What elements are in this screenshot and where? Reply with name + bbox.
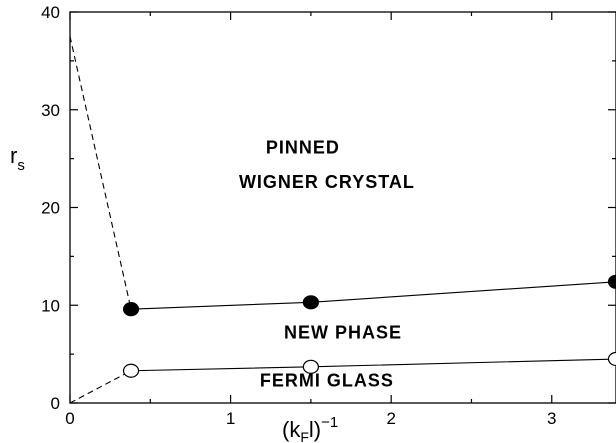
y-tick-label: 10	[41, 296, 60, 315]
y-tick-label: 40	[41, 3, 60, 22]
series-line-1	[131, 358, 616, 372]
filled-data-point	[607, 274, 616, 289]
x-axis-label-sub: F	[300, 429, 309, 443]
open-data-point	[302, 359, 319, 374]
plot-frame	[69, 11, 616, 404]
x-axis-label-sup: −1	[321, 414, 338, 431]
x-axis-label-main: (k	[282, 417, 301, 442]
series-markers	[122, 274, 616, 378]
region-label: NEW PHASE	[284, 322, 402, 342]
filled-data-point	[122, 302, 140, 317]
y-axis-label-sub: s	[17, 157, 25, 174]
y-tick-label: 0	[51, 394, 60, 413]
axis-ticks	[69, 11, 616, 404]
series-lines	[69, 36, 616, 404]
filled-data-point	[302, 295, 319, 310]
series-line-0	[131, 281, 616, 310]
y-axis-label-main: r	[10, 143, 17, 168]
extrapolation-dashed-line	[69, 36, 132, 310]
open-data-point	[607, 351, 616, 367]
x-tick-label: 2	[386, 409, 395, 428]
open-data-point	[122, 363, 140, 378]
extrapolation-dashed-line	[69, 370, 132, 404]
region-labels: PINNED WIGNER CRYSTAL NEW PHASE FERMI GLASS	[239, 138, 415, 391]
region-label: WIGNER CRYSTAL	[239, 172, 415, 192]
x-tick-label: 0	[65, 409, 74, 428]
x-axis-label: (kFl)−1	[282, 414, 338, 443]
y-tick-label: 20	[41, 199, 60, 218]
y-tick-label: 30	[41, 101, 60, 120]
x-axis-label-close: l)	[309, 417, 321, 442]
x-tick-label: 3	[547, 409, 556, 428]
y-axis-label: rs	[10, 143, 25, 174]
region-label: FERMI GLASS	[260, 370, 394, 390]
x-tick-label: 1	[226, 409, 235, 428]
region-label: PINNED	[266, 138, 340, 158]
